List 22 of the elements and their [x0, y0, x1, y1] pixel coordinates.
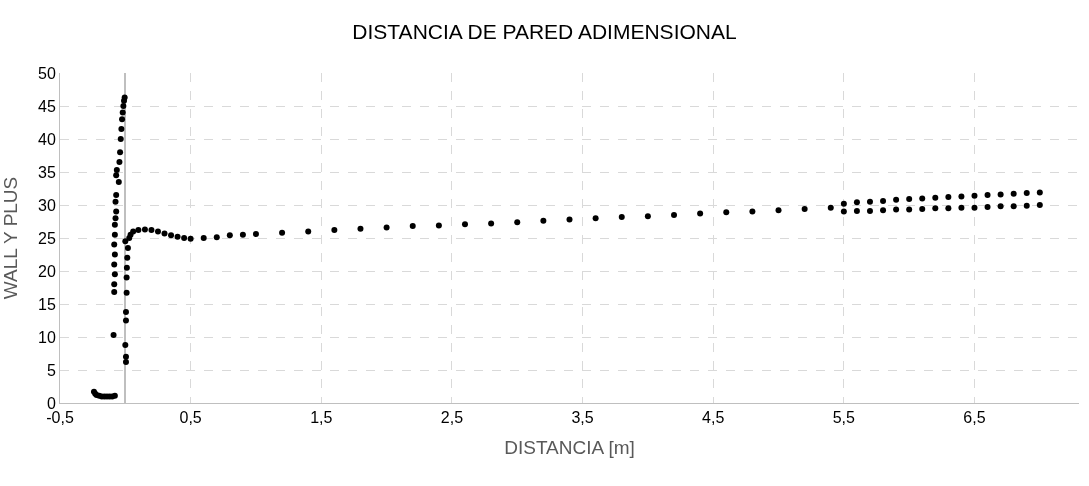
x-tick-label: 4,5 [702, 409, 725, 427]
x-tick-label: -0,5 [46, 409, 74, 427]
y-tick-label: 5 [46, 361, 56, 379]
x-axis-title: DISTANCIA [m] [504, 437, 635, 458]
y-tick-label: 15 [38, 295, 56, 313]
x-tick-label: 1,5 [310, 409, 333, 427]
y-tick-label: 10 [38, 328, 56, 346]
x-tick-label: 0,5 [179, 409, 202, 427]
x-tick-label: 6,5 [963, 409, 986, 427]
y-tick-label: 30 [38, 196, 56, 214]
y-tick-label: 25 [38, 229, 56, 247]
x-tick-label: 3,5 [571, 409, 594, 427]
y-axis-title: WALL Y PLUS [0, 176, 21, 300]
x-tick-label: 5,5 [832, 409, 856, 427]
y-tick-label: 45 [38, 97, 56, 115]
y-tick-label: 20 [38, 262, 56, 280]
x-tick-label: 2,5 [440, 409, 464, 427]
y-tick-label: 40 [38, 130, 56, 148]
y-tick-label: 50 [38, 64, 56, 82]
y-tick-label: 0 [46, 394, 56, 412]
y-tick-label: 35 [38, 163, 56, 181]
chart-title: DISTANCIA DE PARED ADIMENSIONAL [352, 20, 737, 43]
